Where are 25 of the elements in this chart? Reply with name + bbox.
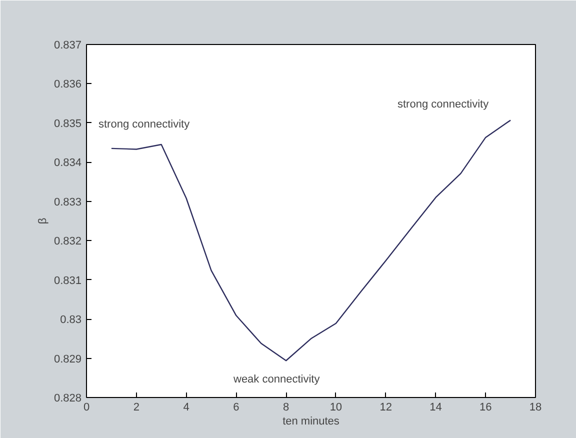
x-tick-label: 6: [233, 402, 240, 414]
y-axis-title: β: [36, 218, 49, 224]
annotation: strong connectivity: [398, 98, 490, 110]
x-tick-label: 16: [479, 402, 492, 414]
y-tick-label: 0.828: [54, 392, 82, 404]
x-tick-label: 10: [330, 402, 342, 414]
annotation: strong connectivity: [98, 118, 190, 130]
x-tick-label: 14: [430, 402, 442, 414]
x-tick-label: 2: [133, 402, 140, 414]
y-tick-label: 0.831: [54, 274, 82, 287]
x-tick-label: 4: [183, 402, 190, 414]
y-tick-label: 0.834: [54, 157, 82, 170]
x-tick-label: 0: [83, 402, 90, 414]
annotation: weak connectivity: [232, 374, 320, 386]
y-tick-label: 0.835: [54, 118, 82, 130]
y-tick-label: 0.829: [54, 353, 82, 366]
x-tick-label: 18: [529, 402, 542, 414]
x-tick-label: 12: [380, 402, 392, 414]
x-tick-label: 8: [282, 402, 290, 414]
y-tick-label: 0.83: [60, 314, 82, 326]
x-axis-title: ten minutes: [282, 416, 340, 428]
y-tick-label: 0.836: [54, 78, 82, 91]
y-tick-label: 0.837: [54, 40, 82, 52]
y-tick-label: 0.833: [54, 196, 82, 208]
y-tick-label: 0.832: [54, 236, 82, 248]
